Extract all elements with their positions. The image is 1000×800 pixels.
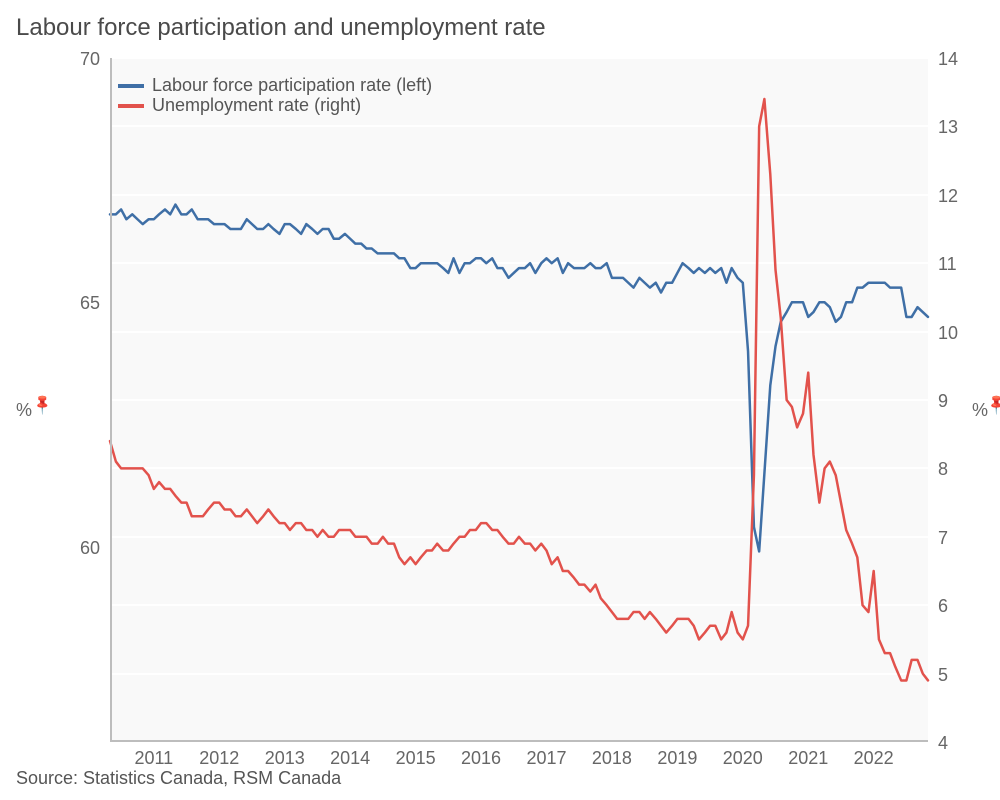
legend-label: Unemployment rate (right): [152, 96, 361, 116]
legend-item: Unemployment rate (right): [118, 96, 432, 116]
series-participation: [110, 205, 928, 552]
y-tick-right: 10: [938, 323, 958, 344]
y-tick-left: 65: [80, 293, 100, 314]
x-tick: 2014: [330, 748, 370, 769]
source-note: Source: Statistics Canada, RSM Canada: [16, 768, 341, 789]
x-tick: 2013: [265, 748, 305, 769]
x-tick: 2017: [526, 748, 566, 769]
legend-label: Labour force participation rate (left): [152, 76, 432, 96]
x-tick: 2012: [199, 748, 239, 769]
legend-swatch: [118, 84, 144, 88]
x-tick: 2022: [854, 748, 894, 769]
y-tick-right: 12: [938, 186, 958, 207]
x-tick: 2011: [134, 748, 173, 769]
y-tick-left: 60: [80, 538, 100, 559]
chart-title: Labour force participation and unemploym…: [16, 14, 546, 42]
axis-left: [110, 58, 112, 742]
series-unemployment: [110, 99, 928, 680]
y-axis-label-left: %: [16, 400, 32, 421]
y-tick-right: 5: [938, 665, 948, 686]
axis-bottom: [110, 740, 928, 742]
y-tick-right: 4: [938, 733, 948, 754]
legend-swatch: [118, 104, 144, 108]
legend: Labour force participation rate (left)Un…: [118, 76, 432, 116]
y-tick-right: 11: [938, 254, 957, 275]
x-tick: 2018: [592, 748, 632, 769]
y-tick-right: 14: [938, 49, 958, 70]
x-tick: 2015: [396, 748, 436, 769]
y-tick-left: 70: [80, 49, 100, 70]
x-tick: 2016: [461, 748, 501, 769]
legend-item: Labour force participation rate (left): [118, 76, 432, 96]
y-tick-right: 13: [938, 117, 958, 138]
x-tick: 2021: [788, 748, 828, 769]
y-tick-right: 8: [938, 459, 948, 480]
y-tick-right: 7: [938, 528, 948, 549]
x-tick: 2020: [723, 748, 763, 769]
x-tick: 2019: [657, 748, 697, 769]
pin-icon: 📌: [31, 392, 55, 416]
plot-area: Labour force participation rate (left)Un…: [110, 58, 928, 742]
y-tick-right: 6: [938, 596, 948, 617]
y-tick-right: 9: [938, 391, 948, 412]
series-svg: [110, 58, 928, 742]
